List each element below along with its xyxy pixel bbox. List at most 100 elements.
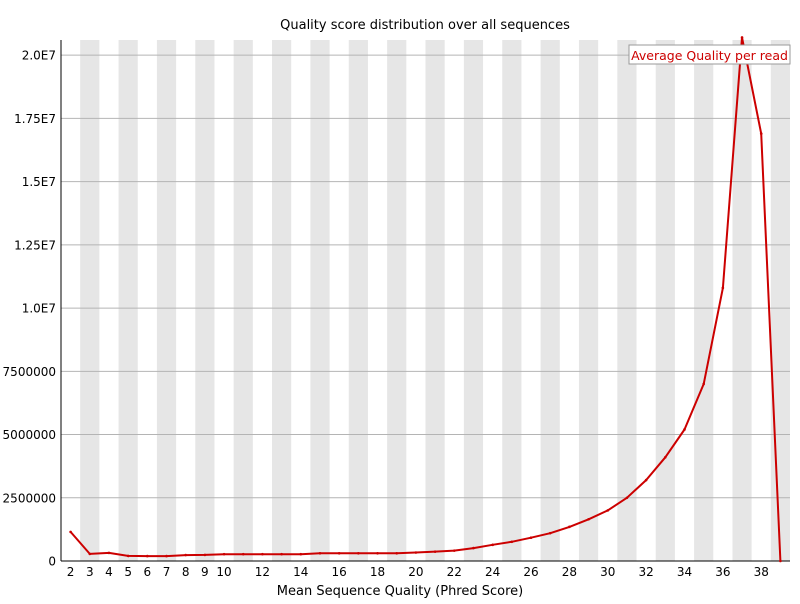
data-point	[491, 543, 494, 547]
x-tick-label: 36	[715, 565, 730, 579]
data-point	[702, 382, 705, 386]
legend: Average Quality per read	[628, 44, 791, 65]
data-point	[318, 551, 322, 555]
shade-band	[233, 40, 253, 561]
data-point	[452, 549, 456, 552]
data-point	[299, 552, 303, 556]
data-point	[69, 530, 72, 534]
x-tick-label: 32	[638, 565, 653, 579]
data-point	[625, 496, 629, 500]
shade-band	[655, 40, 675, 561]
x-tick-label: 20	[408, 565, 423, 579]
x-axis-label: Mean Sequence Quality (Phred Score)	[277, 584, 523, 599]
y-tick-label: 1.75E7	[14, 112, 56, 126]
y-tick-label: 1.0E7	[22, 302, 56, 316]
y-tick-label: 2500000	[3, 491, 56, 505]
data-point	[548, 531, 552, 535]
x-tick-label: 9	[201, 565, 209, 579]
x-tick-label: 18	[370, 565, 385, 579]
data-point	[184, 553, 187, 557]
data-point	[280, 552, 283, 556]
data-point	[88, 552, 92, 556]
shade-band	[770, 40, 790, 561]
x-tick-label: 28	[562, 565, 577, 579]
data-point	[759, 132, 763, 135]
x-tick-label: 7	[163, 565, 171, 579]
data-point	[587, 517, 590, 521]
shade-band	[463, 40, 484, 561]
data-point	[126, 554, 130, 558]
x-tick-label: 2	[67, 565, 75, 579]
axes	[60, 40, 790, 562]
chart-title: Quality score distribution over all sequ…	[280, 18, 570, 33]
series-line	[69, 36, 782, 562]
shade-band	[502, 40, 522, 561]
data-point	[261, 552, 264, 556]
data-point	[165, 554, 168, 558]
data-point	[606, 509, 610, 512]
shade-band	[578, 40, 599, 561]
data-point	[146, 554, 149, 558]
y-tick-label: 1.5E7	[22, 175, 56, 189]
shade-band	[387, 40, 407, 561]
data-point	[414, 551, 418, 554]
shade-band	[80, 40, 100, 561]
y-tick-label: 5000000	[3, 428, 56, 442]
data-point	[222, 552, 226, 556]
data-point	[107, 551, 111, 555]
data-point	[529, 536, 533, 540]
x-tick-labels: 2 3 4 5 6 7 8 9 10 12 14 16 18 20 22 24 26 28 30 32 34 36 38	[67, 565, 769, 579]
shade-band	[310, 40, 330, 561]
x-tick-label: 30	[600, 565, 615, 579]
shade-band	[617, 40, 637, 561]
data-point	[740, 36, 744, 39]
x-tick-label: 6	[144, 565, 152, 579]
data-point	[644, 478, 648, 482]
x-tick-label: 3	[86, 565, 94, 579]
data-point	[376, 551, 379, 555]
x-tick-label: 8	[182, 565, 190, 579]
shade-band	[540, 40, 560, 561]
data-point	[203, 553, 207, 557]
legend-box	[628, 44, 791, 65]
shade-band	[195, 40, 215, 561]
data-point	[241, 552, 245, 556]
y-tick-label: 1.25E7	[14, 238, 56, 252]
data-point	[472, 546, 475, 550]
x-tick-label: 14	[293, 565, 308, 579]
shade-band	[272, 40, 292, 561]
shade-band	[118, 40, 138, 561]
data-point	[395, 551, 399, 555]
y-tick-label: 7500000	[3, 365, 56, 379]
data-point	[568, 525, 571, 529]
x-tick-label: 22	[447, 565, 462, 579]
x-tick-label: 4	[105, 565, 113, 579]
shade-band	[425, 40, 445, 561]
data-point	[721, 286, 725, 290]
x-tick-label: 12	[255, 565, 270, 579]
data-point	[664, 456, 667, 459]
data-point	[357, 551, 360, 555]
x-tick-label: 10	[216, 565, 231, 579]
y-tick-label: 0	[48, 555, 56, 569]
y-tick-labels: 0 2500000 5000000 7500000 1.0E7 1.25E7 1.5E7 1.…	[3, 49, 56, 569]
x-tick-label: 5	[124, 565, 132, 579]
legend-item-label: Average Quality per read	[631, 48, 788, 63]
column-shading	[80, 40, 790, 561]
x-tick-label: 34	[677, 565, 692, 579]
x-tick-label: 16	[332, 565, 347, 579]
x-tick-label: 38	[754, 565, 769, 579]
data-point	[683, 428, 686, 431]
shade-band	[694, 40, 714, 561]
shade-band	[732, 40, 752, 561]
data-point	[510, 540, 514, 544]
data-point	[337, 551, 341, 555]
series-group	[69, 36, 782, 563]
data-point	[433, 550, 437, 553]
shade-band	[348, 40, 368, 561]
y-tick-label: 2.0E7	[22, 49, 56, 63]
data-point	[779, 559, 782, 563]
x-tick-label: 24	[485, 565, 500, 579]
